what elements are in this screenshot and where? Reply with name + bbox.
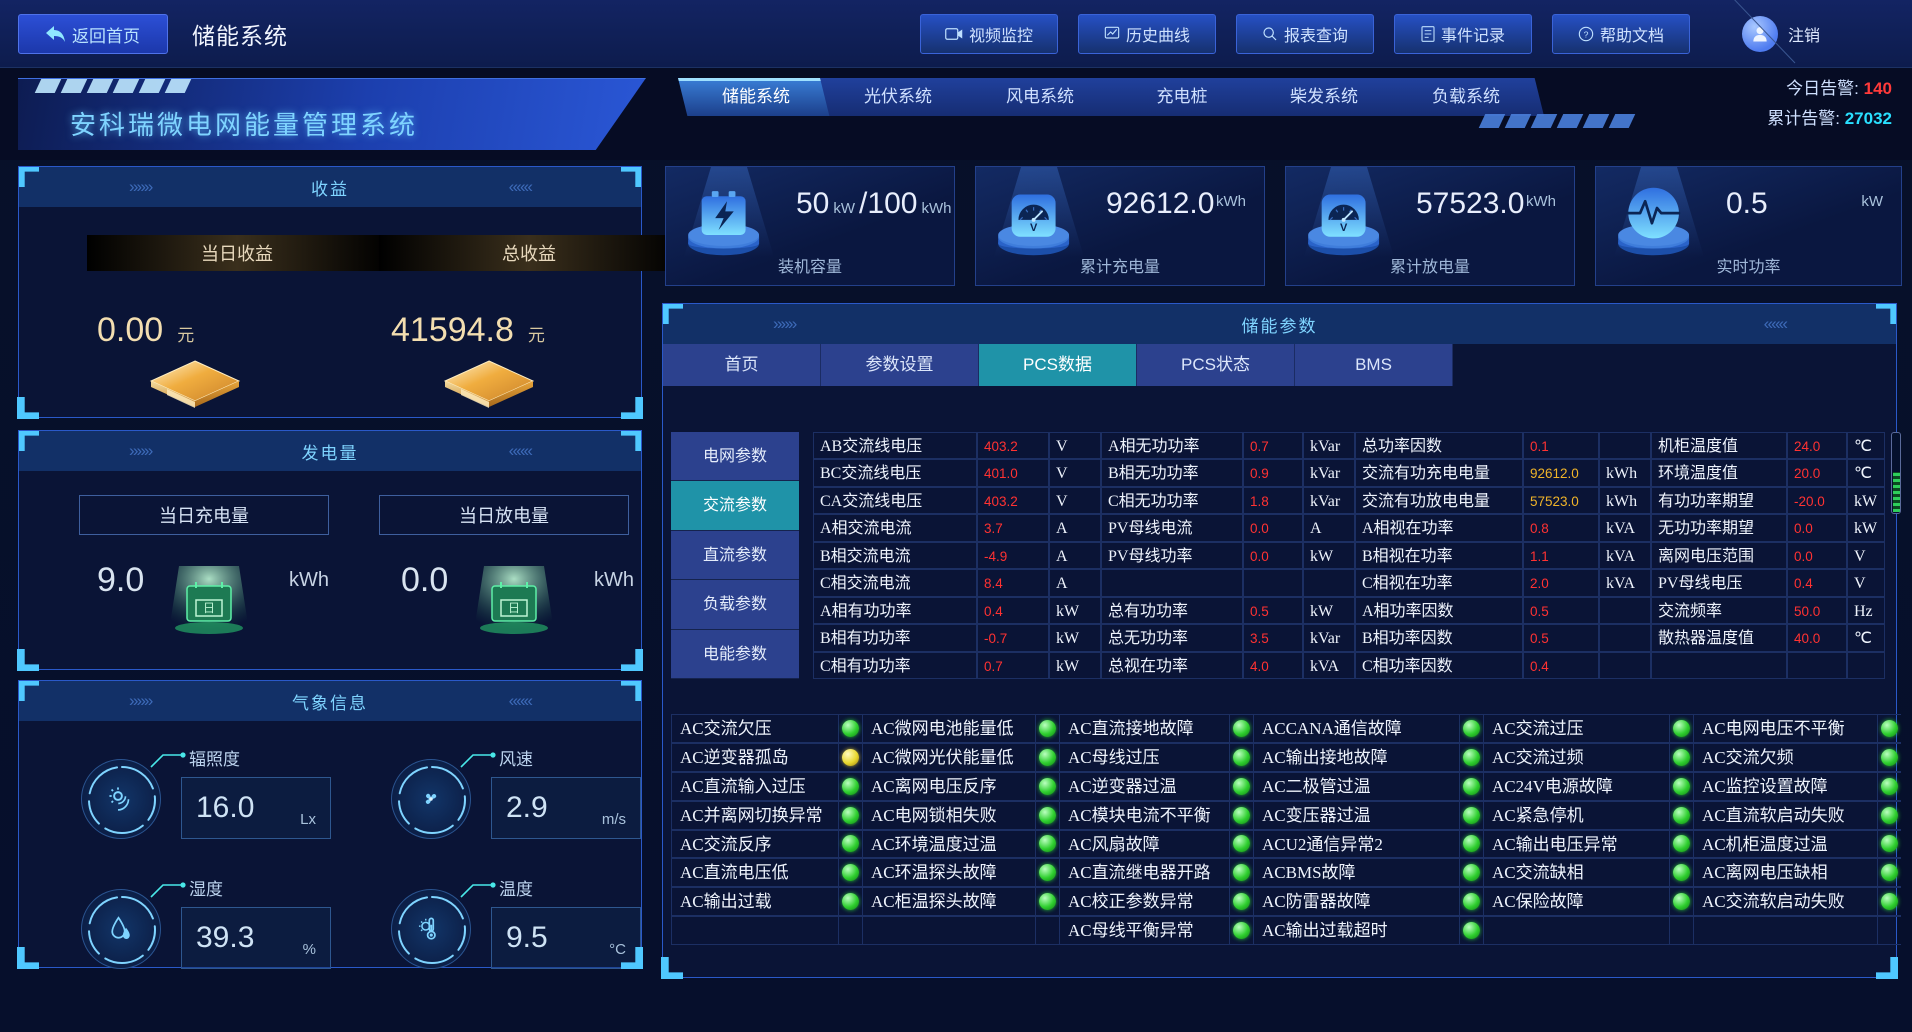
- svg-text:?: ?: [1584, 29, 1589, 39]
- svg-text:V: V: [1340, 222, 1348, 234]
- svg-text:V: V: [1030, 222, 1038, 234]
- svg-text:日: 日: [203, 601, 215, 615]
- svg-text:日: 日: [508, 601, 520, 615]
